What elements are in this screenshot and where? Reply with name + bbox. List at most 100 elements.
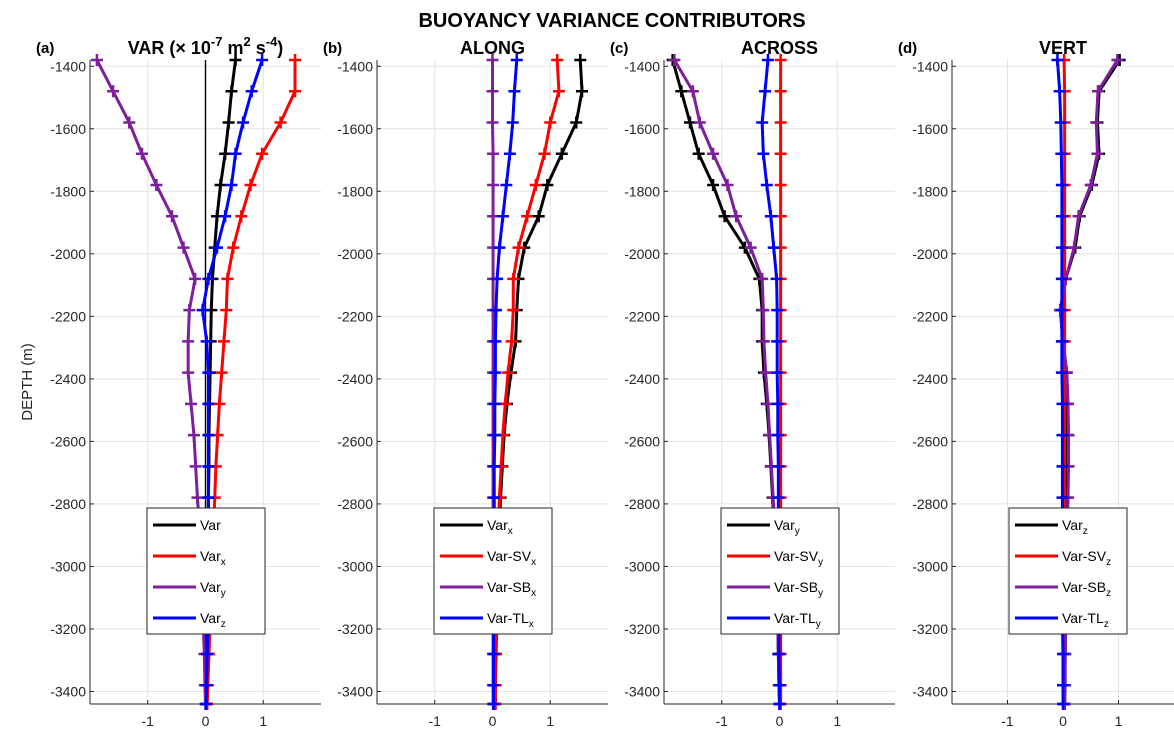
data-point-marker bbox=[256, 54, 269, 66]
data-point-marker bbox=[770, 272, 783, 285]
legend-entry-subscript: z bbox=[1106, 588, 1111, 599]
data-point-marker bbox=[551, 54, 564, 66]
data-point-marker bbox=[529, 179, 542, 192]
data-point-marker bbox=[211, 241, 224, 254]
data-point-marker bbox=[576, 85, 589, 98]
data-point-marker bbox=[756, 116, 769, 129]
data-point-marker bbox=[693, 116, 706, 129]
y-axis-label: DEPTH (m) bbox=[19, 343, 36, 421]
legend-entry-name: Var-SV bbox=[774, 548, 819, 564]
y-tick-label: -1600 bbox=[50, 121, 86, 137]
data-point-marker bbox=[486, 85, 499, 98]
data-point-marker bbox=[487, 147, 500, 160]
legend-entry-name: Var bbox=[200, 517, 221, 533]
data-point-marker bbox=[487, 647, 500, 660]
panel-title-part: m bbox=[222, 38, 243, 58]
data-point-marker bbox=[1057, 647, 1069, 660]
data-point-marker bbox=[1072, 210, 1085, 223]
data-point-marker bbox=[214, 179, 227, 192]
data-point-marker bbox=[761, 54, 774, 66]
panel-title-part: VERT bbox=[1039, 38, 1087, 58]
legend-entry-subscript: y bbox=[795, 526, 800, 537]
data-point-marker bbox=[491, 272, 504, 285]
data-point-marker bbox=[215, 366, 228, 379]
legend-entry-subscript: x bbox=[508, 526, 513, 537]
data-point-marker bbox=[507, 304, 520, 317]
legend-entry-name: Var bbox=[1062, 517, 1083, 533]
x-tick-label: 1 bbox=[1115, 713, 1123, 729]
data-point-marker bbox=[718, 210, 731, 223]
panel-title-part: ) bbox=[277, 38, 283, 58]
legend-entry-name: Var bbox=[774, 517, 795, 533]
data-point-marker bbox=[187, 429, 200, 442]
data-point-marker bbox=[219, 210, 232, 223]
legend-entry: Vary bbox=[200, 579, 226, 599]
data-point-marker bbox=[1056, 397, 1069, 410]
panel-title-part: ALONG bbox=[460, 38, 525, 58]
data-point-marker bbox=[123, 116, 136, 129]
y-tick-label: -2800 bbox=[337, 496, 373, 512]
data-point-marker bbox=[1111, 54, 1124, 66]
panel-title: ACROSS bbox=[741, 38, 818, 58]
y-tick-label: -2800 bbox=[50, 496, 86, 512]
data-point-marker bbox=[202, 429, 215, 442]
data-point-marker bbox=[166, 210, 179, 223]
data-point-marker bbox=[177, 241, 190, 254]
y-tick-label: -2400 bbox=[337, 371, 373, 387]
legend-entry: Var-TLx bbox=[487, 610, 534, 630]
data-point-marker bbox=[1091, 147, 1104, 160]
data-point-marker bbox=[771, 366, 784, 379]
data-point-marker bbox=[774, 147, 787, 160]
data-point-marker bbox=[1055, 241, 1068, 254]
panel-title-superscript: -4 bbox=[266, 34, 278, 49]
legend-entry: Var-SBx bbox=[487, 579, 536, 599]
data-point-marker bbox=[229, 54, 242, 66]
legend-entry-name: Var bbox=[200, 548, 221, 564]
data-point-marker bbox=[508, 85, 521, 98]
legend-entry: Var-SVx bbox=[487, 548, 536, 568]
legend-entry: Var bbox=[200, 517, 221, 533]
data-point-marker bbox=[150, 179, 163, 192]
legend-entry-subscript: z bbox=[221, 619, 226, 630]
data-point-marker bbox=[1055, 272, 1068, 285]
data-point-marker bbox=[532, 210, 545, 223]
y-tick-label: -1400 bbox=[337, 58, 373, 74]
y-tick-label: -2200 bbox=[50, 308, 86, 324]
legend-entry: Varz bbox=[200, 610, 226, 630]
data-point-marker bbox=[1056, 491, 1069, 504]
data-point-marker bbox=[507, 272, 520, 285]
y-tick-label: -2600 bbox=[912, 433, 948, 449]
data-point-marker bbox=[202, 366, 215, 379]
data-point-marker bbox=[200, 679, 213, 692]
panel-letter: (d) bbox=[898, 40, 917, 57]
data-point-marker bbox=[541, 179, 554, 192]
panel-title-superscript: 2 bbox=[243, 34, 250, 49]
legend-entry-subscript: x bbox=[531, 588, 536, 599]
y-tick-label: -2200 bbox=[912, 308, 948, 324]
data-point-marker bbox=[1054, 116, 1067, 129]
data-point-marker bbox=[505, 335, 518, 348]
data-point-marker bbox=[707, 179, 720, 192]
data-point-marker bbox=[757, 304, 770, 317]
data-point-marker bbox=[488, 429, 501, 442]
data-point-marker bbox=[760, 179, 773, 192]
legend-entry-name: Var bbox=[200, 610, 221, 626]
y-tick-label: -3400 bbox=[624, 683, 660, 699]
data-point-marker bbox=[675, 85, 688, 98]
legend-entry-name: Var-SB bbox=[1062, 579, 1106, 595]
data-point-marker bbox=[185, 397, 198, 410]
y-tick-label: -2400 bbox=[50, 371, 86, 387]
data-point-marker bbox=[1084, 179, 1097, 192]
panel-title-superscript: -7 bbox=[211, 34, 223, 49]
data-point-marker bbox=[1055, 210, 1068, 223]
data-point-marker bbox=[570, 116, 583, 129]
data-point-marker bbox=[774, 54, 787, 66]
data-point-marker bbox=[767, 241, 780, 254]
y-tick-label: -2400 bbox=[624, 371, 660, 387]
legend-box bbox=[433, 507, 553, 635]
data-point-marker bbox=[521, 210, 534, 223]
data-point-marker bbox=[213, 397, 226, 410]
y-tick-label: -3400 bbox=[337, 683, 373, 699]
y-tick-label: -3000 bbox=[337, 558, 373, 574]
